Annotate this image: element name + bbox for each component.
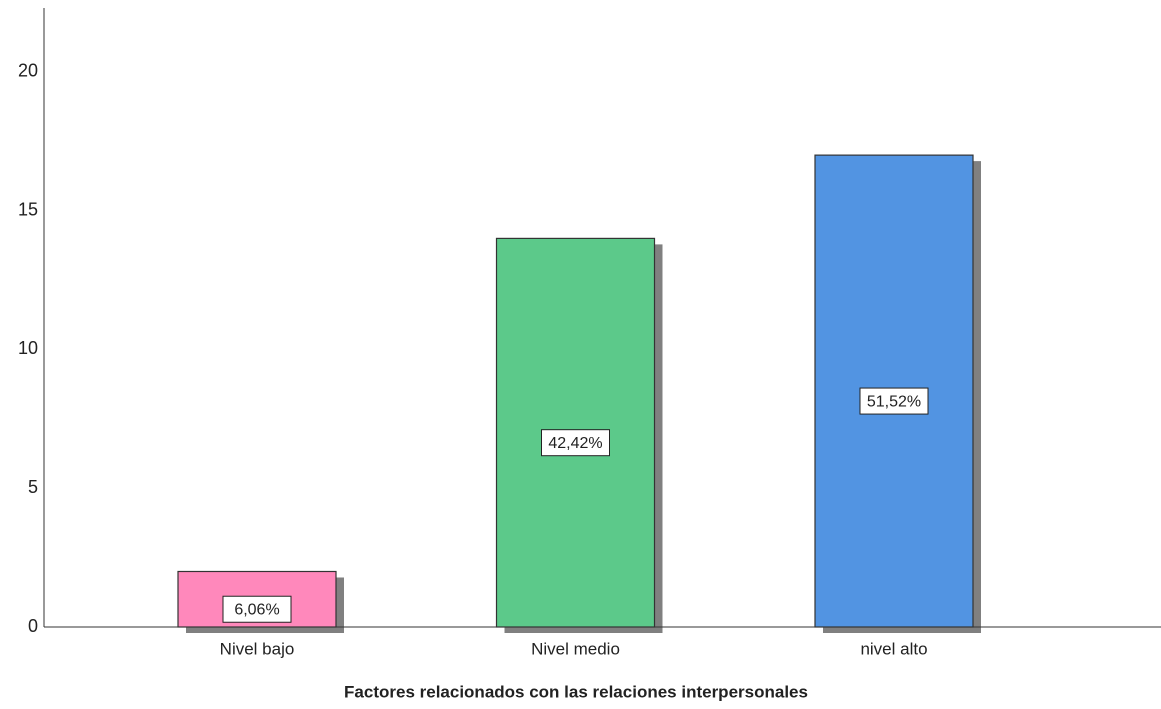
x-tick-label: Nivel medio: [531, 639, 620, 658]
label-box: [222, 595, 292, 623]
label-box: [859, 387, 929, 415]
y-tick-label: 20: [18, 61, 38, 81]
bar-label: 51,52%: [867, 393, 921, 410]
x-tick-label: Nivel bajo: [220, 639, 295, 658]
bar-label: 6,06%: [234, 601, 279, 618]
label-box: [541, 429, 610, 457]
y-tick-label: 0: [28, 616, 38, 636]
y-tick-label: 10: [18, 338, 38, 358]
y-tick-label: 5: [28, 477, 38, 497]
y-tick-label: 15: [18, 199, 38, 219]
x-axis-title: Factores relacionados con las relaciones…: [344, 682, 808, 701]
bar-label: 42,42%: [548, 435, 602, 452]
x-tick-label: nivel alto: [860, 639, 927, 658]
